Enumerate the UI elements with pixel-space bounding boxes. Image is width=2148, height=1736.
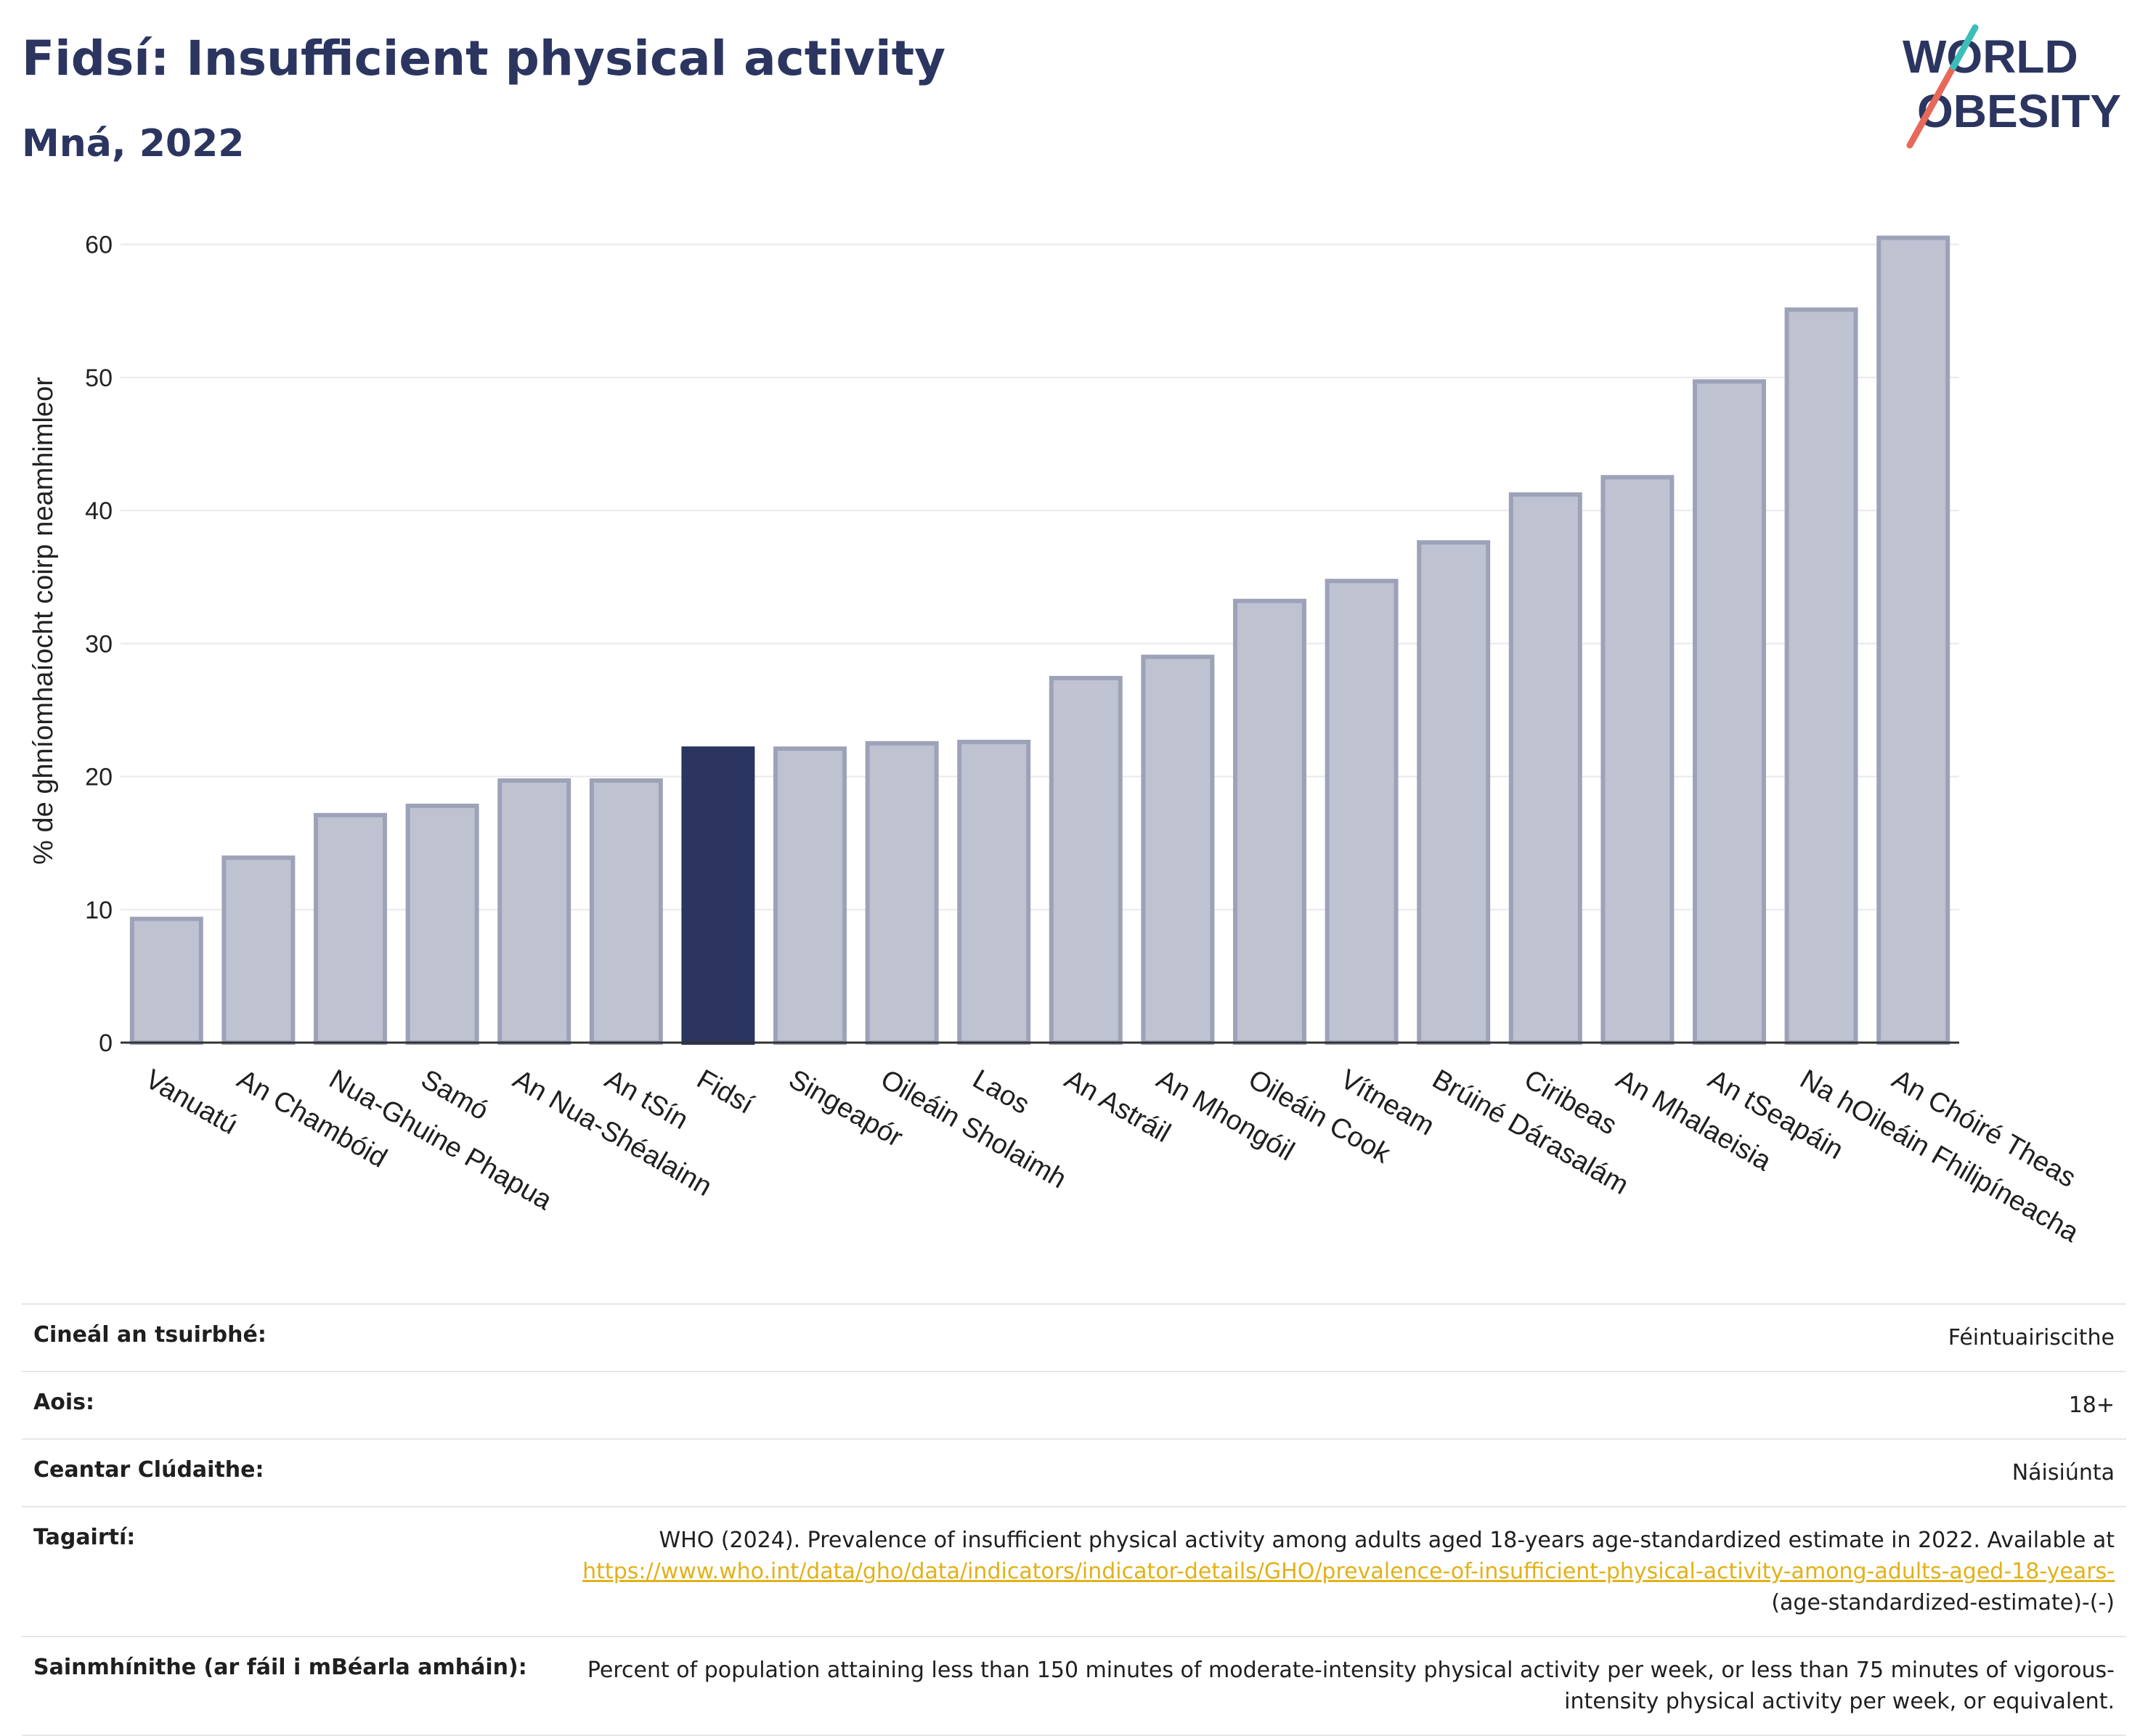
y-tick-label: 20 bbox=[85, 764, 113, 791]
chart-title: Fidsí: Insufficient physical activity bbox=[22, 30, 946, 86]
svg-text:OBESITY: OBESITY bbox=[1917, 85, 2121, 137]
x-tick-label: Vanuatú bbox=[140, 1064, 243, 1141]
meta-label: Ceantar Clúdaithe: bbox=[33, 1457, 264, 1483]
bar-sam- bbox=[405, 803, 479, 1045]
x-tick-label: An Mhalaeisia bbox=[1611, 1064, 1776, 1177]
bar-an-mhong-il bbox=[1141, 654, 1215, 1045]
bar-nua-ghuine-phapua bbox=[314, 812, 387, 1045]
bar-an-chamb-id bbox=[221, 855, 296, 1046]
bar-an-ch-ir-theas bbox=[1876, 235, 1950, 1045]
meta-row-survey-type: Cineál an tsuirbhé: Féintuairiscithe bbox=[22, 1303, 2126, 1371]
y-tick-label: 60 bbox=[85, 232, 113, 259]
reference-suffix: (age-standardized-estimate)-(-) bbox=[1771, 1590, 2115, 1615]
bar-an-ts-n bbox=[589, 778, 663, 1045]
x-tick-label: Laos bbox=[967, 1064, 1034, 1120]
meta-label: Sainmhínithe (ar fáil i mBéarla amháin): bbox=[33, 1655, 527, 1680]
meta-row-age: Aois: 18+ bbox=[22, 1371, 2126, 1438]
y-axis-label: % de ghníomhaíocht coirp neamhimleor bbox=[28, 377, 59, 865]
bar-an-tseap-in bbox=[1693, 379, 1766, 1045]
bar-br-in-d-rasal-m bbox=[1417, 540, 1491, 1045]
meta-label: Tagairtí: bbox=[33, 1525, 136, 1550]
gridlines bbox=[121, 243, 1959, 910]
x-tick-label: An Astráil bbox=[1059, 1064, 1176, 1149]
reference-text: WHO (2024). Prevalence of insufficient p… bbox=[659, 1528, 2115, 1553]
metadata-table: Cineál an tsuirbhé: Féintuairiscithe Aoi… bbox=[22, 1303, 2126, 1736]
bar-ciribeas bbox=[1508, 492, 1582, 1045]
svg-text:WORLD: WORLD bbox=[1903, 30, 2078, 83]
bar-v-tneam bbox=[1325, 579, 1399, 1045]
y-tick-label: 30 bbox=[85, 630, 113, 658]
y-tick-label: 40 bbox=[85, 497, 113, 525]
meta-label: Cineál an tsuirbhé: bbox=[33, 1322, 267, 1348]
y-tick-label: 50 bbox=[85, 364, 113, 392]
y-axis-ticks: 0 10 20 30 40 50 60 bbox=[85, 232, 113, 1057]
bar-singeap-r bbox=[773, 746, 847, 1045]
bar-vanuat- bbox=[129, 916, 203, 1045]
meta-value: Féintuairiscithe bbox=[1948, 1325, 2115, 1350]
meta-row-references: Tagairtí: WHO (2024). Prevalence of insu… bbox=[22, 1506, 2126, 1636]
world-obesity-logo: WORLD OBESITY bbox=[1903, 24, 2121, 149]
bar-na-hoile-in-fhilip-neacha bbox=[1784, 307, 1858, 1046]
reference-link[interactable]: https://www.who.int/data/gho/data/indica… bbox=[582, 1559, 2115, 1584]
bars bbox=[129, 235, 1950, 1046]
bar-laos bbox=[957, 739, 1031, 1045]
x-tick-label: Fidsí bbox=[691, 1064, 759, 1120]
bar-an-mhalaeisia bbox=[1600, 475, 1675, 1045]
bar-oile-in-sholaimh bbox=[865, 741, 939, 1045]
bar-an-astr-il bbox=[1049, 675, 1123, 1045]
meta-row-definitions: Sainmhínithe (ar fáil i mBéarla amháin):… bbox=[22, 1636, 2126, 1736]
meta-label: Aois: bbox=[33, 1390, 94, 1415]
bar-oile-in-cook bbox=[1233, 598, 1306, 1045]
meta-value: Percent of population attaining less tha… bbox=[587, 1658, 2115, 1714]
meta-row-coverage: Ceantar Clúdaithe: Náisiúnta bbox=[22, 1438, 2126, 1506]
y-tick-label: 10 bbox=[85, 897, 113, 924]
chart-subtitle: Mná, 2022 bbox=[22, 122, 245, 166]
meta-value: 18+ bbox=[2068, 1393, 2115, 1418]
y-tick-label: 0 bbox=[99, 1030, 113, 1057]
meta-value: Náisiúnta bbox=[2011, 1460, 2115, 1486]
bar-an-nua-sh-alainn bbox=[497, 778, 571, 1045]
bar-fids- bbox=[681, 746, 755, 1045]
meta-value: WHO (2024). Prevalence of insufficient p… bbox=[553, 1525, 2115, 1618]
